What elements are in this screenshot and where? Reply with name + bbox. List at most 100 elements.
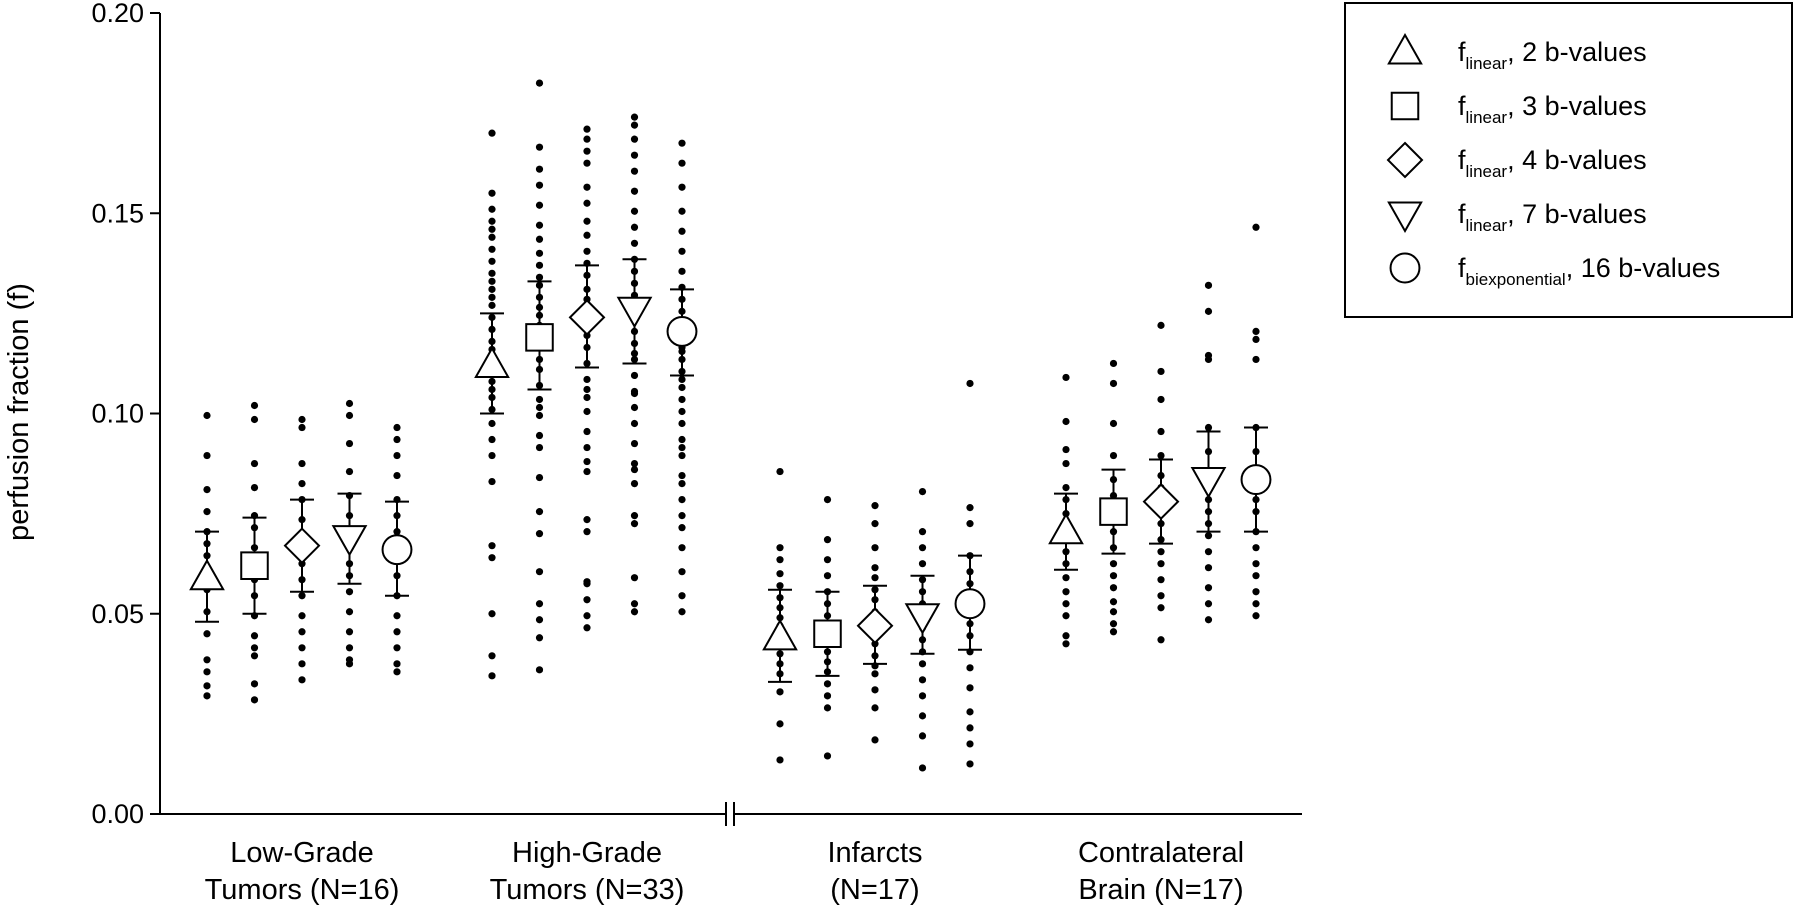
data-point (918, 692, 927, 700)
mean-marker (1099, 497, 1128, 526)
data-point (583, 596, 591, 604)
data-point (630, 113, 639, 121)
mean-marker (616, 296, 653, 329)
y-tick-label: 0.20 (91, 0, 144, 28)
data-point (535, 666, 544, 674)
data-point (298, 423, 306, 432)
data-point (678, 544, 686, 552)
data-point (488, 225, 496, 233)
data-point (776, 570, 784, 578)
data-point (345, 411, 354, 420)
data-point (776, 688, 784, 696)
data-point (535, 201, 544, 209)
data-point (298, 459, 306, 468)
data-point (535, 273, 544, 281)
data-point (630, 512, 639, 520)
mean-marker (954, 588, 986, 620)
data-point (535, 181, 544, 189)
category-label: Infarcts (827, 837, 922, 869)
data-point (678, 407, 686, 416)
data-point (1252, 544, 1260, 552)
data-point (583, 516, 591, 524)
data-point (298, 676, 306, 684)
data-point (678, 247, 686, 255)
y-tick-labels: 0.00 0.05 0.10 0.15 0.20 (91, 0, 144, 829)
data-point (250, 459, 259, 468)
data-point (393, 423, 401, 432)
data-point (630, 520, 639, 528)
mean-marker (474, 346, 510, 378)
data-points (203, 79, 1260, 772)
data-point (393, 451, 401, 460)
data-point (966, 760, 974, 768)
data-point (345, 467, 354, 476)
data-point (1252, 612, 1260, 620)
data-point (630, 135, 639, 143)
mean-marker (331, 525, 368, 557)
data-point (1204, 307, 1213, 315)
legend-marker-icon (1389, 252, 1421, 284)
data-point (535, 411, 544, 420)
data-point (298, 479, 306, 488)
data-point (583, 247, 591, 255)
data-point (488, 554, 496, 562)
data-point (966, 379, 974, 388)
data-point (1109, 572, 1118, 580)
data-point (345, 588, 354, 596)
legend-label: flinear, 2 b-values (1458, 37, 1647, 73)
data-point (871, 502, 879, 510)
mean-marker (525, 323, 554, 352)
data-point (488, 233, 496, 241)
data-point (488, 293, 496, 301)
data-point (535, 261, 544, 269)
data-point (298, 612, 306, 620)
data-point (1252, 327, 1260, 335)
data-point (1252, 588, 1260, 596)
data-point (1062, 459, 1070, 468)
data-point (583, 624, 591, 632)
data-point (1252, 223, 1260, 231)
data-point (871, 564, 879, 572)
data-point (1157, 636, 1165, 644)
mean-markers (189, 296, 1272, 651)
data-point (1109, 419, 1118, 428)
data-point (630, 479, 639, 488)
data-point (871, 736, 879, 744)
data-point (678, 608, 686, 616)
data-point (535, 568, 544, 576)
data-point (1109, 620, 1118, 628)
data-point (488, 269, 496, 277)
data-point (345, 608, 354, 616)
data-point (678, 451, 686, 460)
data-point (250, 483, 259, 492)
data-point (203, 692, 211, 700)
data-point (488, 277, 496, 285)
data-point (678, 383, 686, 392)
data-point (393, 435, 401, 444)
data-point (203, 668, 211, 676)
data-point (678, 267, 686, 275)
mean-marker (189, 558, 225, 591)
data-point (1204, 616, 1213, 624)
data-point (345, 660, 354, 668)
data-point (250, 696, 259, 704)
data-point (1109, 379, 1118, 388)
data-point (1204, 281, 1213, 289)
data-point (583, 231, 591, 239)
data-point (678, 227, 686, 235)
data-point (630, 371, 639, 380)
data-point (918, 560, 927, 568)
data-point (1204, 600, 1213, 608)
data-point (1109, 359, 1118, 368)
data-point (203, 508, 211, 516)
data-point (678, 496, 686, 504)
data-point (966, 724, 974, 732)
data-point (583, 147, 591, 155)
category-label: High-Grade (512, 837, 662, 869)
data-point (298, 644, 306, 652)
data-point (630, 121, 639, 129)
data-point (776, 556, 784, 564)
data-point (776, 467, 784, 476)
data-point (535, 143, 544, 151)
data-point (488, 205, 496, 213)
